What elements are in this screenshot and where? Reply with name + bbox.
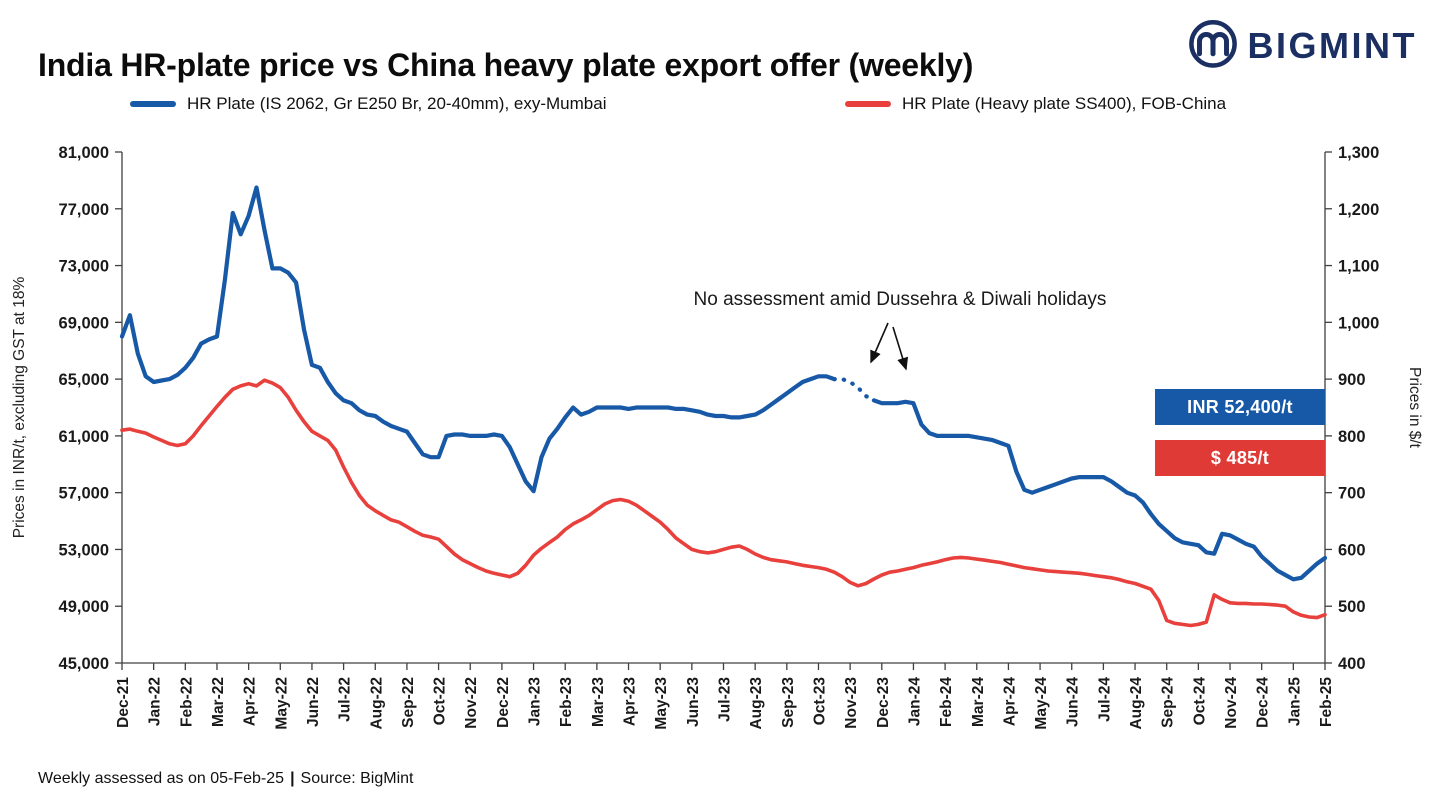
svg-text:Feb-25: Feb-25 [1318,677,1335,727]
footer-source-text: Source: BigMint [300,770,414,787]
svg-text:Mar-22: Mar-22 [210,677,227,727]
legend-item-india: HR Plate (IS 2062, Gr E250 Br, 20-40mm),… [130,94,607,114]
svg-text:81,000: 81,000 [59,144,109,162]
bigmint-logo-text: BIGMINT [1247,24,1417,66]
svg-text:77,000: 77,000 [59,201,109,219]
svg-text:1,200: 1,200 [1338,201,1379,219]
svg-text:69,000: 69,000 [59,314,109,332]
svg-text:57,000: 57,000 [59,485,109,503]
svg-text:Dec-22: Dec-22 [495,677,512,728]
svg-text:Oct-24: Oct-24 [1191,677,1208,726]
inr-price-badge: INR 52,400/t [1155,389,1325,425]
svg-text:Prices in $/t: Prices in $/t [1406,367,1423,449]
footer-assessed-text: Weekly assessed as on 05-Feb-25 [38,770,285,787]
price-line-chart: 45,000 49,000 53,000 57,000 61,000 65,000 69,0… [11,144,1423,730]
svg-text:May-22: May-22 [273,677,290,730]
svg-text:Prices in INR/t, excluding GST: Prices in INR/t, excluding GST at 18% [11,276,28,538]
svg-text:49,000: 49,000 [59,598,109,616]
svg-text:Aug-22: Aug-22 [368,677,385,730]
svg-text:45,000: 45,000 [59,655,109,673]
usd-price-badge: $ 485/t [1155,440,1325,476]
svg-text:Jul-23: Jul-23 [717,677,734,722]
svg-text:Dec-24: Dec-24 [1255,677,1272,728]
svg-text:Mar-24: Mar-24 [970,677,987,727]
footer-note: Weekly assessed as on 05-Feb-25 | Source: … [38,770,413,788]
svg-text:Apr-23: Apr-23 [622,677,639,726]
svg-text:65,000: 65,000 [59,371,109,389]
svg-text:Jun-24: Jun-24 [1065,677,1082,727]
svg-text:Nov-22: Nov-22 [463,677,480,729]
svg-text:Jun-23: Jun-23 [685,677,702,727]
svg-text:900: 900 [1338,371,1366,389]
legend-label-india: HR Plate (IS 2062, Gr E250 Br, 20-40mm),… [187,94,607,113]
svg-text:Sep-23: Sep-23 [780,677,797,728]
chart-area: 45,000 49,000 53,000 57,000 61,000 65,000 69,0… [0,135,1431,770]
bigmint-logo-icon [1186,16,1240,75]
svg-text:1,100: 1,100 [1338,258,1379,276]
svg-text:Apr-24: Apr-24 [1001,677,1018,726]
svg-text:Dec-21: Dec-21 [115,677,132,728]
svg-text:Aug-23: Aug-23 [748,677,765,730]
svg-text:No assessment amid Dussehra &: No assessment amid Dussehra & Diwali hol… [694,289,1107,310]
svg-text:Apr-22: Apr-22 [242,677,259,726]
svg-text:Jan-25: Jan-25 [1286,677,1303,726]
svg-text:53,000: 53,000 [59,541,109,559]
svg-text:1,300: 1,300 [1338,144,1379,162]
svg-text:800: 800 [1338,428,1366,446]
legend-item-china: HR Plate (Heavy plate SS400), FOB-China [845,94,1226,114]
svg-text:73,000: 73,000 [59,258,109,276]
svg-text:Aug-24: Aug-24 [1128,677,1145,730]
svg-text:Jul-22: Jul-22 [337,677,354,722]
svg-text:Nov-24: Nov-24 [1223,677,1240,729]
svg-text:Oct-23: Oct-23 [811,677,828,726]
footer-separator: | [290,770,295,787]
svg-text:600: 600 [1338,541,1366,559]
svg-text:May-23: May-23 [653,677,670,730]
page-title: India HR-plate price vs China heavy plat… [38,47,974,84]
svg-text:700: 700 [1338,485,1366,503]
bigmint-logo: BIGMINT [1186,16,1417,75]
svg-text:400: 400 [1338,655,1366,673]
svg-text:500: 500 [1338,598,1366,616]
chart-legend: HR Plate (IS 2062, Gr E250 Br, 20-40mm),… [0,94,1431,124]
svg-text:Oct-22: Oct-22 [432,677,449,725]
svg-text:Nov-23: Nov-23 [843,677,860,729]
legend-swatch-blue [130,101,176,107]
svg-text:Jan-24: Jan-24 [906,677,923,726]
svg-text:Dec-23: Dec-23 [875,677,892,728]
legend-swatch-red [845,101,891,107]
svg-text:Jan-23: Jan-23 [527,677,544,726]
svg-text:Feb-24: Feb-24 [938,677,955,727]
svg-text:Jun-22: Jun-22 [305,677,322,727]
svg-text:Jan-22: Jan-22 [147,677,164,726]
svg-text:Sep-22: Sep-22 [400,677,417,728]
svg-text:Feb-23: Feb-23 [558,677,575,727]
svg-text:Mar-23: Mar-23 [590,677,607,727]
svg-text:Sep-24: Sep-24 [1160,677,1177,728]
svg-text:May-24: May-24 [1033,677,1050,730]
svg-text:Jul-24: Jul-24 [1096,677,1113,722]
svg-text:1,000: 1,000 [1338,314,1379,332]
legend-label-china: HR Plate (Heavy plate SS400), FOB-China [902,94,1227,113]
svg-text:Feb-22: Feb-22 [178,677,195,727]
svg-text:61,000: 61,000 [59,428,109,446]
